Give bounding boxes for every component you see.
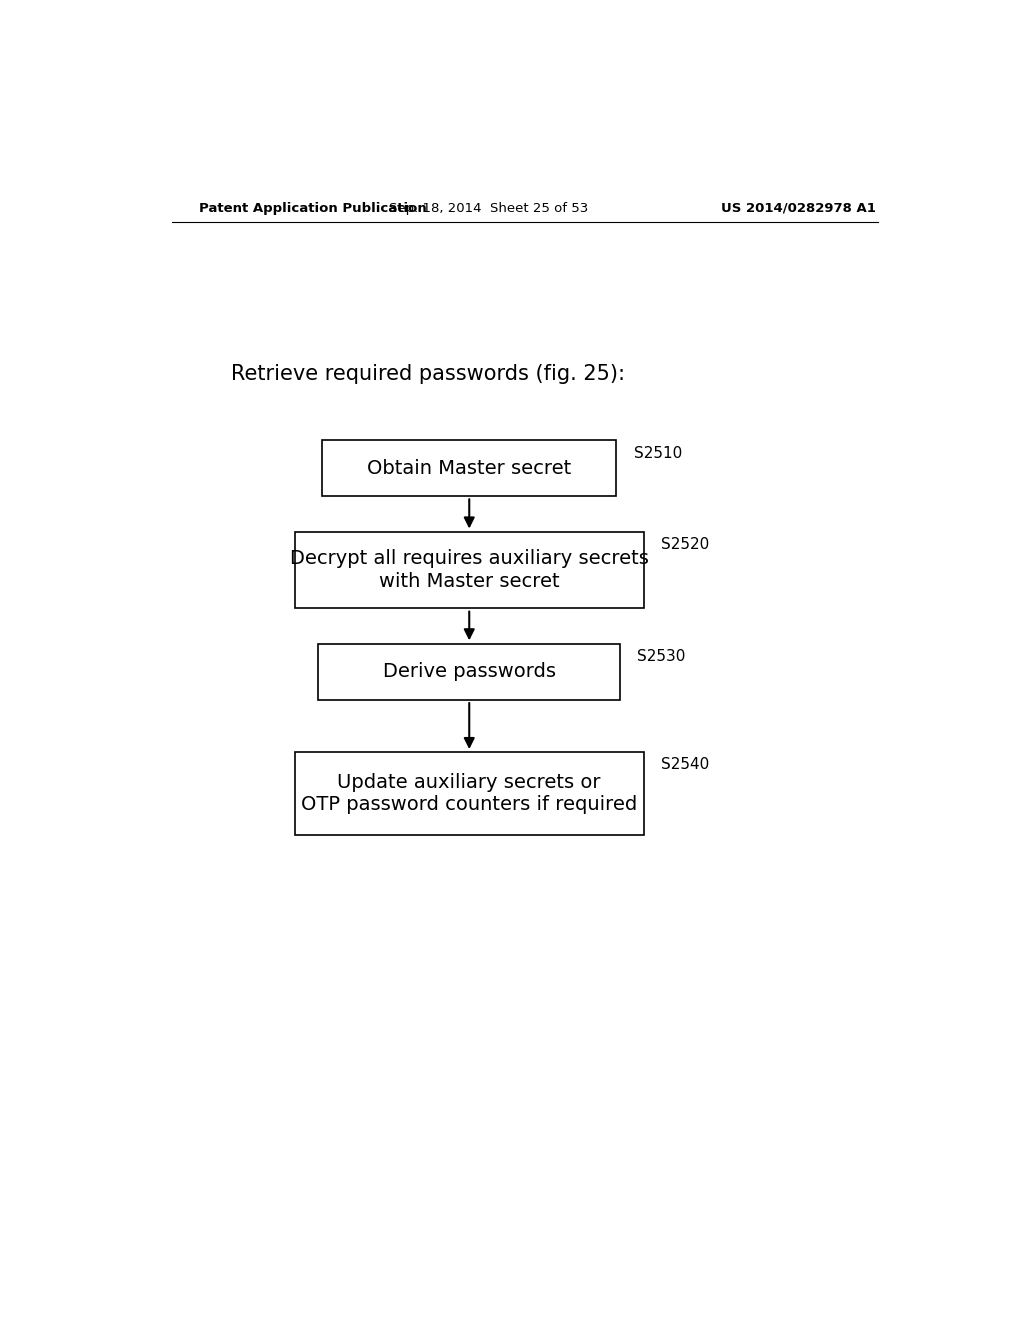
- Text: S2530: S2530: [638, 649, 686, 664]
- Text: S2520: S2520: [662, 537, 710, 552]
- FancyBboxPatch shape: [318, 644, 620, 700]
- Text: Derive passwords: Derive passwords: [383, 663, 556, 681]
- Text: S2540: S2540: [662, 758, 710, 772]
- Text: Patent Application Publication: Patent Application Publication: [200, 202, 427, 215]
- Text: US 2014/0282978 A1: US 2014/0282978 A1: [721, 202, 876, 215]
- Text: Obtain Master secret: Obtain Master secret: [368, 459, 571, 478]
- Text: OTP password counters if required: OTP password counters if required: [301, 796, 637, 814]
- Text: S2510: S2510: [634, 446, 682, 461]
- Text: Sep. 18, 2014  Sheet 25 of 53: Sep. 18, 2014 Sheet 25 of 53: [389, 202, 589, 215]
- FancyBboxPatch shape: [323, 441, 616, 496]
- Text: Retrieve required passwords (fig. 25):: Retrieve required passwords (fig. 25):: [231, 364, 626, 384]
- FancyBboxPatch shape: [295, 532, 644, 609]
- Text: Update auxiliary secrets or: Update auxiliary secrets or: [338, 774, 601, 792]
- FancyBboxPatch shape: [295, 752, 644, 836]
- Text: Decrypt all requires auxiliary secrets: Decrypt all requires auxiliary secrets: [290, 549, 648, 569]
- Text: with Master secret: with Master secret: [379, 572, 559, 591]
